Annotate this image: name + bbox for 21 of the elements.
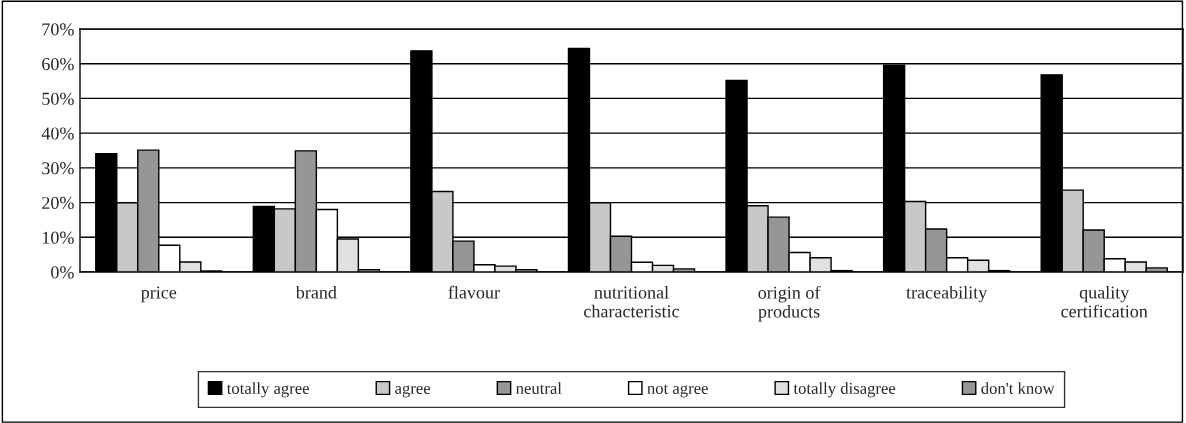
y-tick-label: 70% <box>42 23 74 36</box>
x-tick-label: flavour <box>448 285 500 299</box>
legend-label: totally agree <box>226 382 309 398</box>
x-tick-label: origin of products <box>758 285 821 322</box>
legend-label: don't know <box>981 382 1055 394</box>
y-tick-label: 0% <box>51 266 74 279</box>
x-tick-label: nutritional characteristic <box>584 285 680 318</box>
y-tick-label: 20% <box>42 196 74 210</box>
legend-label: agree <box>395 385 431 398</box>
legend-label: totally disagree <box>793 382 896 398</box>
x-tick-label: quality certification <box>1061 285 1148 318</box>
legend-label: neutral <box>516 382 562 394</box>
y-tick-label: 50% <box>42 92 74 105</box>
y-tick-label: 40% <box>41 127 74 140</box>
y-tick-label: 60% <box>42 57 74 71</box>
y-tick-label: 10% <box>42 231 74 244</box>
x-tick-label: price <box>141 286 177 303</box>
legend-label: not agree <box>647 384 708 398</box>
y-tick-label: 30% <box>42 162 74 175</box>
x-tick-label: traceability <box>906 285 988 303</box>
x-tick-label: brand <box>295 285 337 299</box>
